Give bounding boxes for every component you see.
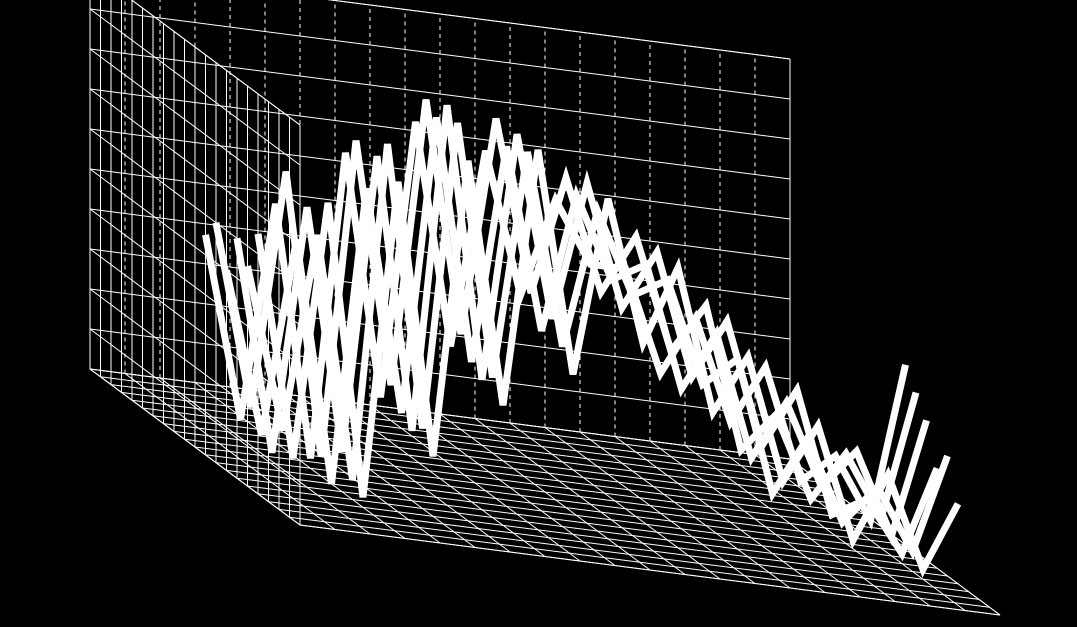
data-series <box>206 100 959 570</box>
chart-3d <box>0 0 1077 627</box>
